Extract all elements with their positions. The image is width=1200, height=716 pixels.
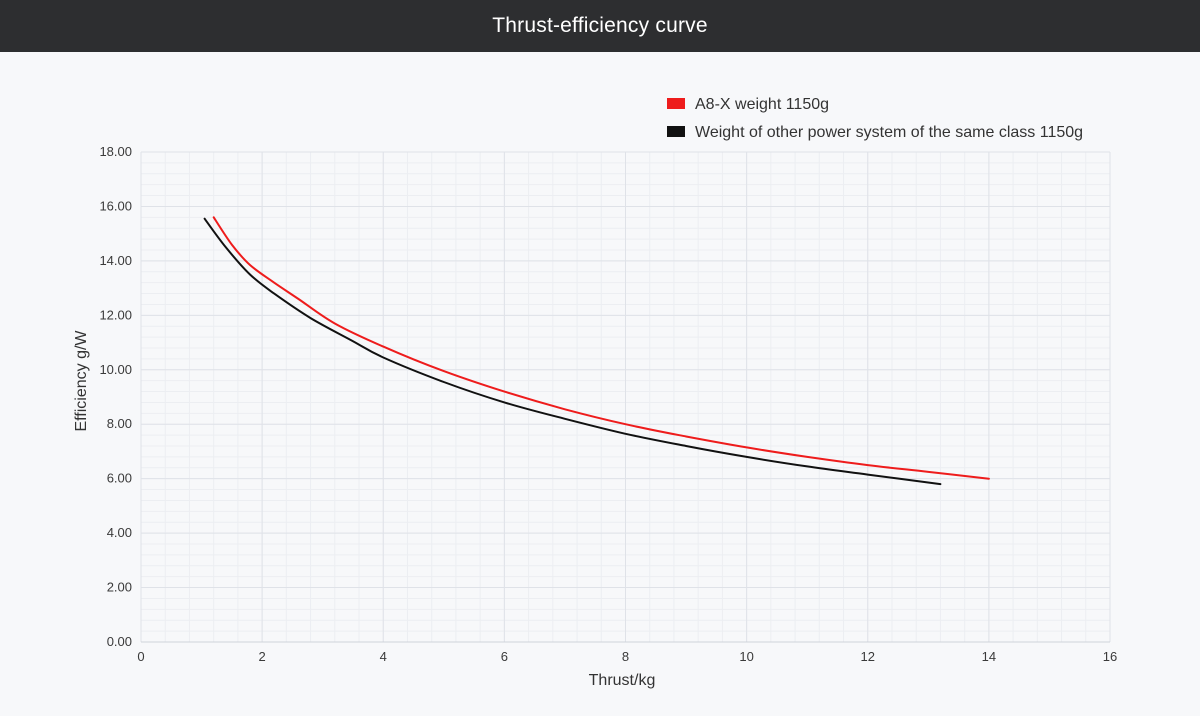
legend-label-2: Weight of other power system of the same… <box>695 124 1083 141</box>
x-tick-label: 4 <box>380 649 387 664</box>
y-tick-label: 0.00 <box>107 634 132 649</box>
efficiency-chart: 0.00 2.00 4.00 6.00 8.00 10.00 12.00 14.00 16.00… <box>65 87 1135 707</box>
axis-layer: 0.00 2.00 4.00 6.00 8.00 10.00 12.00 14.00 16.00… <box>99 144 1117 664</box>
x-tick-label: 8 <box>622 649 629 664</box>
grid-layer <box>140 151 1111 643</box>
y-tick-label: 16.00 <box>99 198 132 213</box>
x-tick-label: 0 <box>137 649 144 664</box>
legend-label-1: A8-X weight 1150g <box>695 96 829 113</box>
series-layer <box>203 216 990 486</box>
plot-background <box>65 87 1135 707</box>
legend-swatch-1 <box>667 98 685 109</box>
chart-header-bar: Thrust-efficiency curve <box>0 0 1200 52</box>
y-tick-label: 12.00 <box>99 307 132 322</box>
x-tick-label: 12 <box>861 649 875 664</box>
legend: A8-X weight 1150g Weight of other power s… <box>667 96 1083 141</box>
series-line-1 <box>212 216 990 480</box>
x-tick-label: 14 <box>982 649 996 664</box>
y-tick-label: 10.00 <box>99 362 132 377</box>
y-axis-title: Efficiency g/W <box>73 330 90 432</box>
x-tick-label: 6 <box>501 649 508 664</box>
x-tick-label: 2 <box>259 649 266 664</box>
y-tick-label: 2.00 <box>107 580 132 595</box>
x-axis-title: Thrust/kg <box>589 672 656 689</box>
x-tick-label: 16 <box>1103 649 1117 664</box>
chart-area: 0.00 2.00 4.00 6.00 8.00 10.00 12.00 14.00 16.00… <box>0 52 1200 716</box>
legend-swatch-2 <box>667 126 685 137</box>
y-tick-label: 4.00 <box>107 525 132 540</box>
y-tick-label: 14.00 <box>99 253 132 268</box>
series-line-2 <box>203 217 942 486</box>
page-title: Thrust-efficiency curve <box>492 14 708 37</box>
y-tick-label: 6.00 <box>107 471 132 486</box>
y-tick-label: 18.00 <box>99 144 132 159</box>
y-tick-label: 8.00 <box>107 416 132 431</box>
x-tick-label: 10 <box>739 649 753 664</box>
